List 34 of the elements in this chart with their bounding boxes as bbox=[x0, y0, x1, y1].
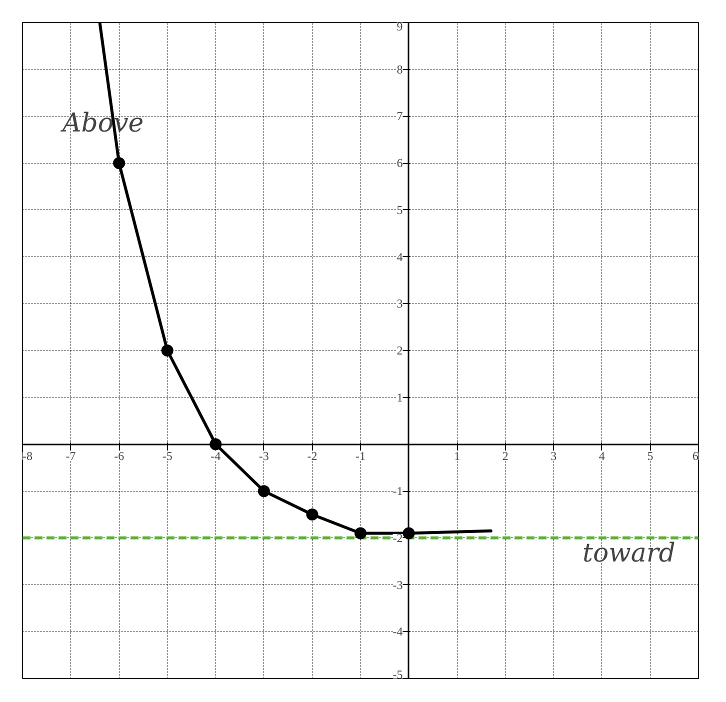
x-tick-label: 5 bbox=[647, 449, 654, 464]
x-tick-label: 3 bbox=[550, 449, 557, 464]
y-tick-label: 1 bbox=[396, 390, 403, 404]
point bbox=[306, 508, 318, 520]
y-tick-label: -4 bbox=[392, 624, 403, 639]
point bbox=[113, 157, 126, 170]
y-tick-label: -2 bbox=[392, 530, 403, 545]
y-tick-label: -3 bbox=[392, 578, 403, 592]
x-tick-label: -7 bbox=[66, 449, 76, 464]
y-tick-label: 9 bbox=[396, 20, 403, 34]
x-tick-label: -4 bbox=[210, 449, 221, 464]
y-tick-label: 8 bbox=[396, 62, 403, 76]
y-tick-label: 5 bbox=[396, 202, 403, 217]
x-tick-label: -6 bbox=[114, 449, 124, 464]
y-tick-label: 6 bbox=[396, 156, 403, 170]
point bbox=[354, 527, 366, 540]
y-tick-label: -1 bbox=[392, 484, 403, 498]
y-tick-label: 4 bbox=[396, 250, 403, 264]
x-tick-label: -1 bbox=[356, 449, 366, 464]
x-tick-label: 4 bbox=[598, 449, 605, 464]
y-tick-label: -5 bbox=[392, 668, 403, 682]
point bbox=[161, 344, 174, 356]
x-tick-label: 1 bbox=[454, 449, 460, 464]
x-tick-label: -3 bbox=[258, 449, 269, 464]
x-tick-label: -5 bbox=[162, 449, 172, 464]
x-tick-label: 6 bbox=[692, 449, 698, 464]
point bbox=[258, 485, 270, 498]
y-tick-label: 2 bbox=[396, 344, 403, 358]
annotation: toward bbox=[582, 538, 676, 568]
x-tick-label: -8 bbox=[22, 449, 32, 464]
x-tick-label: -2 bbox=[307, 449, 318, 464]
y-tick-label: 3 bbox=[396, 296, 403, 311]
y-tick-label: 7 bbox=[396, 109, 403, 124]
x-tick-label: 2 bbox=[502, 449, 508, 464]
